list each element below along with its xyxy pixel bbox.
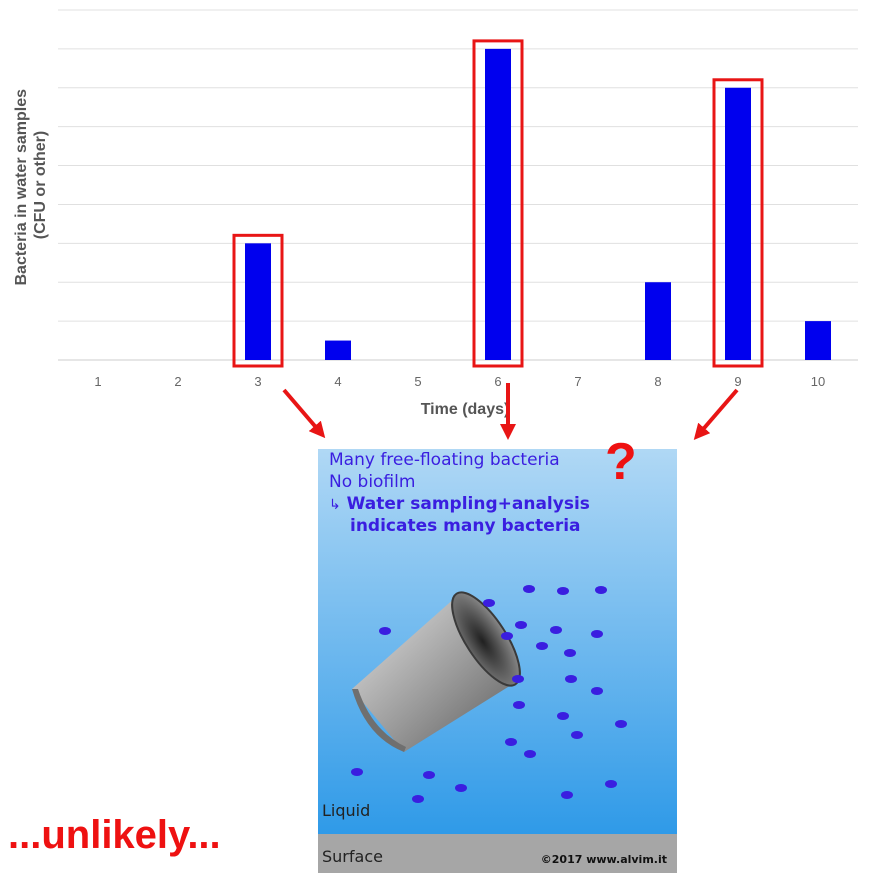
bacterium (605, 780, 617, 788)
bacterium (523, 585, 535, 593)
highlight-boxes (232, 39, 764, 368)
copyright-notice: ©2017 www.alvim.it (540, 853, 667, 866)
x-tick-label: 9 (734, 374, 741, 389)
bacterium (351, 768, 363, 776)
bacterium (501, 632, 513, 640)
bar-day-8 (645, 282, 671, 360)
y-axis-title: Bacteria in water samples (CFU or other) (13, 85, 49, 286)
bacterium (512, 675, 524, 683)
bacterium (557, 712, 569, 720)
bacterium (571, 731, 583, 739)
return-arrow-icon: ↳ (329, 497, 341, 513)
bar-day-9 (725, 87, 751, 361)
illustration-scene (318, 449, 677, 873)
x-tick-labels: 1 2 3 4 5 6 7 8 9 10 (94, 374, 825, 389)
chart-gridlines (58, 9, 858, 361)
surface-label: Surface (322, 847, 383, 866)
x-tick-label: 5 (414, 374, 421, 389)
sampling-cup-icon (352, 591, 521, 752)
bacterium (565, 675, 577, 683)
bacterium (550, 626, 562, 634)
highlight-box-day-6 (472, 39, 524, 368)
bacterium (513, 701, 525, 709)
question-mark: ? (605, 433, 637, 491)
x-tick-label: 2 (174, 374, 181, 389)
chart-bars (245, 48, 831, 361)
bacteria-dots (351, 585, 627, 803)
x-tick-label: 3 (254, 374, 261, 389)
bacterium (595, 586, 607, 594)
highlight-box-day-9 (712, 78, 764, 368)
water-sampling-illustration: Many free-floating bacteria No biofilm ↳… (318, 449, 677, 873)
bacterium (564, 649, 576, 657)
bacterium (505, 738, 517, 746)
bacterium (524, 750, 536, 758)
bacterium (557, 587, 569, 595)
liquid-label: Liquid (322, 801, 371, 820)
bar-day-10 (805, 321, 831, 360)
bar-day-3 (245, 243, 271, 360)
bacterium (536, 642, 548, 650)
bacterium (412, 795, 424, 803)
caption-line-2: No biofilm (329, 472, 416, 492)
bacterium (591, 630, 603, 638)
y-axis-title-line1: Bacteria in water samples (13, 89, 30, 286)
bacterium (379, 627, 391, 635)
x-tick-label: 10 (811, 374, 825, 389)
x-tick-label: 4 (334, 374, 341, 389)
caption-line-3: ↳ Water sampling+analysis (329, 493, 590, 516)
caption-line-3-text: Water sampling+analysis (346, 494, 590, 514)
caption-line-4: indicates many bacteria (350, 516, 581, 536)
x-tick-label: 1 (94, 374, 101, 389)
bacterium (591, 687, 603, 695)
bar-day-6 (485, 48, 511, 361)
y-axis-title-line2: (CFU or other) (32, 131, 49, 239)
bacterium (455, 784, 467, 792)
bacterium (561, 791, 573, 799)
x-tick-label: 6 (494, 374, 501, 389)
x-axis-title: Time (days) (421, 401, 510, 418)
verdict-text: ...unlikely... (8, 813, 221, 857)
x-tick-label: 7 (574, 374, 581, 389)
caption-line-1: Many free-floating bacteria (329, 450, 560, 470)
surface-area (318, 834, 677, 873)
bacterium (615, 720, 627, 728)
x-tick-label: 8 (654, 374, 661, 389)
bacterium (515, 621, 527, 629)
bar-day-4 (325, 340, 351, 360)
bacterium (423, 771, 435, 779)
highlight-box-day-3 (232, 233, 284, 368)
bar-chart: 1 2 3 4 5 6 7 8 9 10 Time (days) Bacteria in wate… (13, 9, 858, 418)
bacterium (483, 599, 495, 607)
